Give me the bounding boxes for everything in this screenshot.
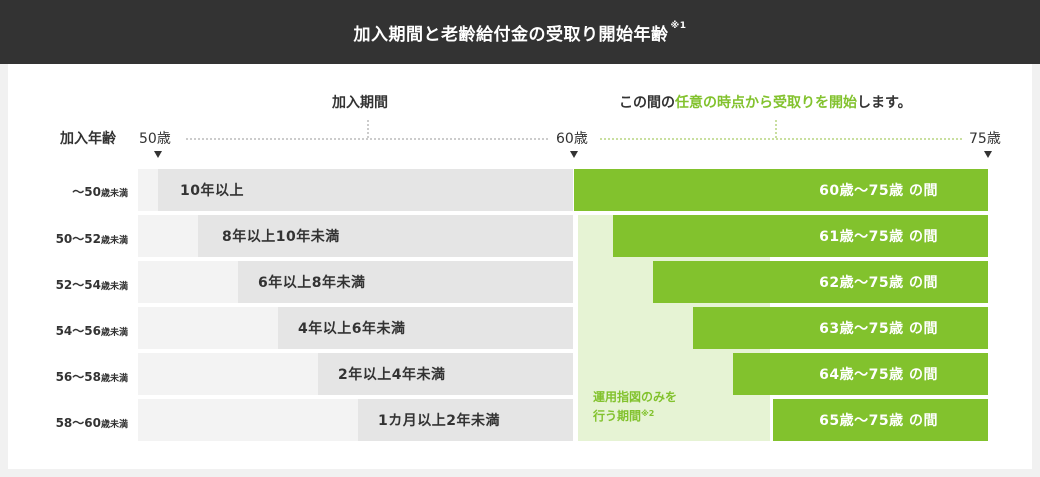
row-age-label: 50～52歳未満	[55, 232, 128, 246]
row-receive-bar: 63歳～75歳 の間	[693, 307, 988, 349]
row-period-bar: 2年以上4年未満	[318, 353, 573, 395]
row-period-bar: 6年以上8年未満	[238, 261, 573, 303]
operation-only-note: ※2	[641, 409, 655, 418]
period-dotted-tick	[367, 120, 369, 138]
row-period-bar: 1カ月以上2年未満	[358, 399, 573, 441]
row-receive-bar: 60歳～75歳 の間	[574, 169, 988, 211]
tick-75: 75歳	[969, 131, 1001, 147]
tick-60: 60歳	[556, 131, 588, 147]
row-period-bar: 10年以上	[158, 169, 573, 211]
row-receive-bar: 61歳～75歳 の間	[613, 215, 988, 257]
receive-header-pre: この間の	[619, 95, 675, 111]
period-dotted-line	[186, 138, 548, 140]
receive-header-post: します。	[857, 95, 912, 111]
row-age-label: ～50歳未満	[72, 185, 128, 199]
receive-dotted-line	[600, 138, 962, 140]
period-header: 加入期間	[332, 95, 388, 111]
row-light-bar	[138, 399, 358, 441]
row-period-bar: 8年以上10年未満	[198, 215, 573, 257]
row-light-bar	[138, 307, 278, 349]
tick-50: 50歳	[139, 131, 171, 147]
operation-only-label: 運用指図のみを 行う期間※2	[593, 388, 677, 426]
diagram-panel: 加入年齢 加入期間 この間の任意の時点から受取りを開始します。 50歳 60歳 …	[8, 64, 1032, 469]
receive-dotted-tick	[775, 120, 777, 138]
row-age-label: 56～58歳未満	[55, 370, 128, 384]
operation-only-line1: 運用指図のみを	[593, 390, 678, 404]
page-title: 加入期間と老齢給付金の受取り開始年齢 ※1	[0, 0, 1040, 64]
join-age-header: 加入年齢	[60, 131, 116, 147]
row-period-bar: 4年以上6年未満	[278, 307, 573, 349]
receive-header: この間の任意の時点から受取りを開始します。	[619, 92, 912, 112]
marker-75	[984, 151, 992, 158]
row-light-bar	[138, 353, 318, 395]
row-receive-bar: 62歳～75歳 の間	[653, 261, 988, 303]
row-receive-bar: 64歳～75歳 の間	[733, 353, 988, 395]
marker-60	[570, 151, 578, 158]
row-light-bar	[138, 261, 238, 303]
row-age-label: 52～54歳未満	[55, 278, 128, 292]
operation-only-line2: 行う期間	[593, 409, 642, 423]
row-age-label: 58～60歳未満	[55, 416, 128, 430]
marker-50	[154, 151, 162, 158]
row-receive-bar: 65歳～75歳 の間	[773, 399, 988, 441]
row-light-bar	[138, 169, 158, 211]
title-note: ※1	[670, 21, 687, 31]
row-light-bar	[138, 215, 198, 257]
row-age-label: 54～56歳未満	[55, 324, 128, 338]
receive-header-highlight: 任意の時点から受取りを開始	[675, 95, 857, 111]
title-text: 加入期間と老齢給付金の受取り開始年齢	[353, 24, 669, 45]
